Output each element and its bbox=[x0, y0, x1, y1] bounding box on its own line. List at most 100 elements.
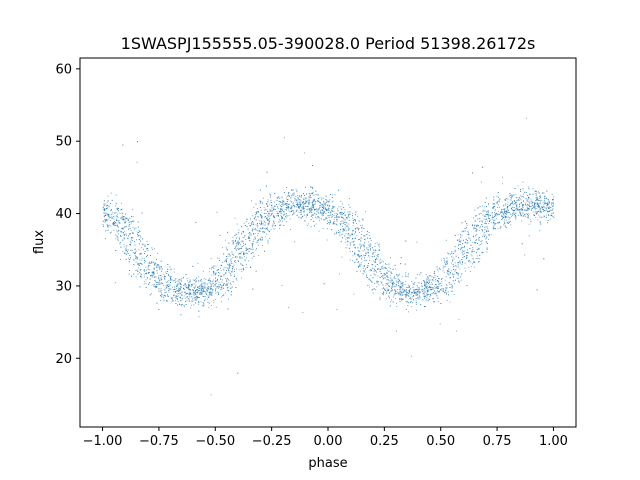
data-point bbox=[384, 277, 386, 279]
data-point bbox=[188, 282, 190, 284]
data-point bbox=[508, 212, 510, 213]
data-point bbox=[340, 220, 342, 222]
data-point bbox=[247, 228, 249, 230]
data-point bbox=[533, 206, 535, 208]
data-point bbox=[193, 297, 195, 299]
data-point bbox=[122, 239, 124, 241]
data-point bbox=[408, 285, 410, 287]
data-point bbox=[107, 195, 109, 197]
data-point bbox=[442, 288, 444, 290]
data-point bbox=[268, 222, 270, 224]
data-point bbox=[250, 248, 252, 250]
data-point bbox=[433, 301, 435, 303]
data-point bbox=[258, 211, 259, 213]
data-point bbox=[261, 203, 263, 205]
data-point bbox=[103, 203, 105, 205]
data-point bbox=[236, 279, 238, 281]
data-point bbox=[474, 215, 476, 217]
data-point bbox=[538, 206, 540, 208]
data-point bbox=[194, 293, 196, 295]
data-point bbox=[176, 284, 178, 286]
data-point bbox=[357, 229, 359, 231]
data-point bbox=[454, 270, 456, 272]
data-point bbox=[366, 277, 368, 278]
data-point bbox=[341, 256, 343, 258]
data-point bbox=[183, 295, 185, 297]
data-point bbox=[149, 294, 151, 296]
data-point bbox=[503, 205, 505, 207]
data-point bbox=[416, 289, 418, 291]
data-point bbox=[301, 202, 303, 204]
data-point bbox=[326, 239, 328, 241]
data-point bbox=[344, 235, 346, 237]
data-point bbox=[122, 250, 124, 252]
data-point bbox=[208, 296, 210, 298]
data-point bbox=[332, 205, 334, 207]
data-point bbox=[160, 289, 162, 291]
data-point bbox=[124, 221, 126, 223]
data-point bbox=[223, 284, 224, 286]
data-point bbox=[338, 206, 340, 208]
data-point bbox=[386, 275, 388, 277]
data-point bbox=[541, 216, 543, 218]
data-point bbox=[225, 259, 227, 261]
data-point bbox=[326, 217, 328, 219]
data-point bbox=[467, 252, 469, 254]
data-point bbox=[216, 286, 218, 288]
data-point bbox=[143, 276, 145, 278]
data-point bbox=[538, 198, 540, 200]
data-point bbox=[349, 259, 351, 261]
data-point bbox=[299, 199, 301, 200]
data-point bbox=[424, 291, 426, 293]
data-point bbox=[262, 227, 264, 229]
data-point bbox=[434, 292, 436, 294]
data-point bbox=[243, 231, 244, 233]
data-point bbox=[107, 229, 109, 231]
data-point bbox=[382, 278, 384, 280]
data-point bbox=[161, 296, 163, 298]
data-point bbox=[370, 247, 371, 249]
data-point bbox=[370, 240, 372, 242]
data-point bbox=[353, 253, 355, 255]
data-point bbox=[348, 228, 350, 230]
data-point bbox=[520, 202, 522, 204]
data-point bbox=[489, 214, 491, 216]
data-point bbox=[336, 220, 338, 222]
data-point bbox=[165, 271, 167, 273]
data-point bbox=[464, 228, 466, 229]
data-point bbox=[379, 296, 381, 298]
data-point bbox=[496, 202, 498, 204]
data-point bbox=[327, 204, 329, 206]
data-point bbox=[241, 257, 243, 259]
data-point bbox=[198, 303, 199, 305]
data-point bbox=[358, 220, 360, 222]
data-point bbox=[268, 220, 270, 222]
data-point bbox=[349, 251, 351, 253]
data-point bbox=[431, 275, 433, 277]
data-point bbox=[130, 222, 132, 224]
data-point bbox=[226, 258, 228, 260]
data-point bbox=[252, 222, 254, 224]
data-point bbox=[272, 214, 274, 216]
data-point bbox=[280, 211, 282, 213]
data-point bbox=[178, 280, 180, 282]
data-point bbox=[289, 207, 291, 209]
data-point bbox=[286, 197, 288, 199]
data-point bbox=[472, 172, 473, 174]
data-point bbox=[406, 296, 408, 298]
data-point bbox=[402, 285, 404, 287]
data-point bbox=[428, 282, 429, 284]
data-point bbox=[424, 287, 425, 289]
data-point bbox=[283, 200, 285, 202]
data-point bbox=[426, 289, 428, 291]
data-point bbox=[257, 235, 259, 236]
data-point bbox=[493, 225, 495, 227]
data-point bbox=[448, 268, 450, 270]
data-point bbox=[241, 225, 243, 227]
data-point bbox=[419, 296, 421, 298]
data-point bbox=[477, 243, 479, 244]
data-point bbox=[482, 235, 483, 237]
data-point bbox=[192, 289, 194, 290]
data-point bbox=[338, 229, 340, 231]
data-point bbox=[357, 215, 359, 217]
